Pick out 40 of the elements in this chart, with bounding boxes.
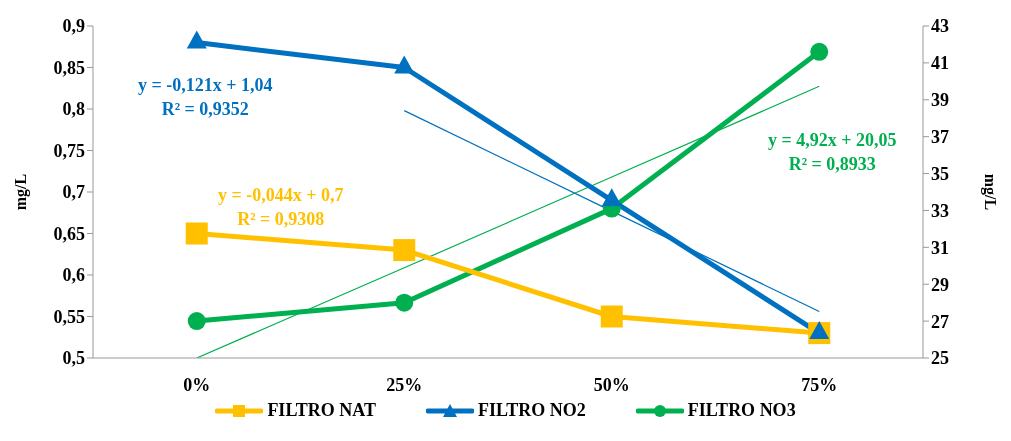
point: [600, 305, 623, 328]
y2-axis-title: mg/L: [981, 173, 1000, 211]
y-tick-label: 0,9: [62, 16, 85, 37]
y-tick-label: 0,55: [53, 306, 85, 327]
y-tick-label: 0,6: [62, 265, 85, 286]
legend-label: FILTRO NO3: [687, 400, 796, 421]
x-tick-label: 0%: [183, 374, 211, 395]
x-tick-label: 25%: [386, 374, 423, 395]
y-axis-title: mg/L: [11, 173, 30, 211]
point: [187, 312, 206, 331]
annotation: y = -0,044x + 0,7 R² = 0,9308: [218, 184, 344, 231]
y2-tick-label: 29: [931, 274, 949, 295]
point: [810, 42, 829, 61]
y2-tick-label: 27: [931, 311, 949, 332]
y2-tick-label: 25: [931, 348, 949, 369]
y-tick-label: 0,8: [62, 99, 85, 120]
legend-label: FILTRO NAT: [267, 400, 376, 421]
y2-tick-label: 31: [931, 237, 949, 258]
x-tick-label: 50%: [593, 374, 630, 395]
y2-tick-label: 41: [931, 53, 949, 74]
x-tick-label: 75%: [801, 374, 838, 395]
y-tick-label: 0,85: [53, 57, 85, 78]
point: [395, 293, 414, 312]
y2-tick-label: 39: [931, 90, 949, 111]
annotation: y = -0,121x + 1,04 R² = 0,9352: [138, 74, 273, 121]
y-tick-label: 0,7: [62, 182, 85, 203]
y-tick-label: 0,5: [62, 348, 85, 369]
y-tick-label: 0,65: [53, 223, 85, 244]
point: [186, 30, 207, 49]
point: [601, 188, 622, 207]
y2-tick-label: 33: [931, 200, 949, 221]
y2-tick-label: 43: [931, 16, 949, 37]
y2-tick-label: 35: [931, 163, 949, 184]
y-tick-label: 0,75: [53, 140, 85, 161]
point: [394, 55, 415, 74]
y2-tick-label: 37: [931, 127, 949, 148]
annotation: y = 4,92x + 20,05 R² = 0,8933: [768, 129, 897, 176]
point: [185, 222, 208, 245]
point: [393, 239, 416, 262]
legend-label: FILTRO NO2: [477, 400, 586, 421]
